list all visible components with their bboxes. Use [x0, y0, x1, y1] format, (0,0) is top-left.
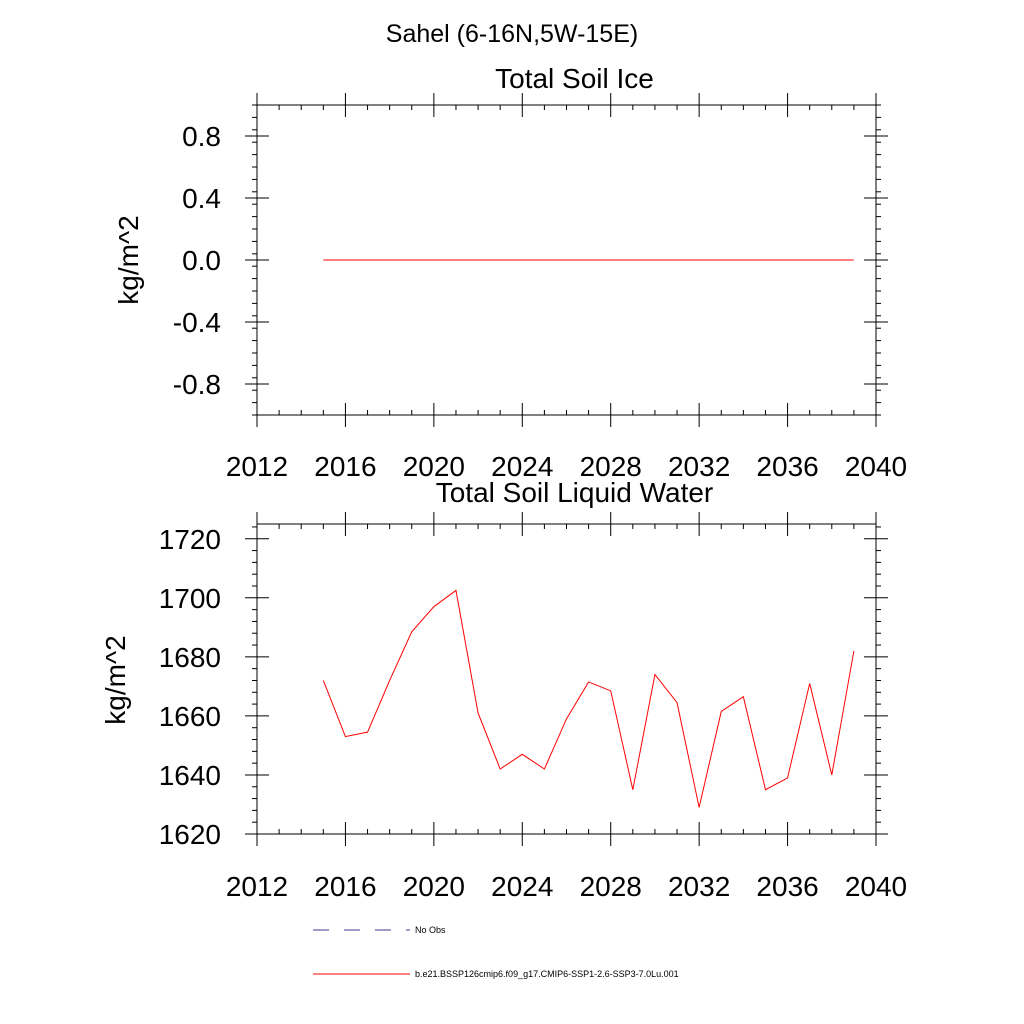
legend-label-no-obs: No Obs [415, 925, 446, 935]
total-soil-ice-y-axis-label: kg/m^2 [113, 215, 144, 304]
total-soil-liquid-water-x-tick-label-2016: 2016 [314, 871, 376, 902]
total-soil-liquid-water-y-tick-label-3: 1680 [159, 642, 221, 673]
total-soil-ice-x-tick-label-2040: 2040 [845, 451, 907, 482]
total-soil-ice-x-tick-label-2016: 2016 [314, 451, 376, 482]
total-soil-liquid-water-x-tick-label-2028: 2028 [580, 871, 642, 902]
total-soil-ice-x-tick-label-2012: 2012 [226, 451, 288, 482]
legend-label-model-run: b.e21.BSSP126cmip6.f09_g17.CMIP6-SSP1-2.… [415, 969, 679, 979]
total-soil-liquid-water-y-tick-label-1: 1640 [159, 760, 221, 791]
total-soil-liquid-water-x-tick-label-2036: 2036 [756, 871, 818, 902]
total-soil-liquid-water-panel: Total Soil Liquid Water 2012 2016 2020 2024 2… [100, 477, 907, 902]
total-soil-ice-y-tick-label-3: 0.4 [182, 183, 221, 214]
total-soil-ice-x-tick-label-2032: 2032 [668, 451, 730, 482]
total-soil-liquid-water-x-tick-label-2032: 2032 [668, 871, 730, 902]
total-soil-liquid-water-x-tick-label-2012: 2012 [226, 871, 288, 902]
total-soil-ice-x-tick-label-2024: 2024 [491, 451, 553, 482]
total-soil-liquid-water-plot-frame [256, 523, 877, 835]
total-soil-ice-title: Total Soil Ice [495, 63, 654, 94]
total-soil-liquid-water-x-tick-label-2020: 2020 [403, 871, 465, 902]
figure-title: Sahel (6-16N,5W-15E) [386, 20, 638, 48]
total-soil-ice-x-tick-label-2036: 2036 [756, 451, 818, 482]
total-soil-ice-y-tick-label-1: -0.4 [173, 307, 221, 338]
total-soil-ice-x-tick-label-2020: 2020 [403, 451, 465, 482]
total-soil-liquid-water-x-tick-label-2024: 2024 [491, 871, 553, 902]
legend: No Obs b.e21.BSSP126cmip6.f09_g17.CMIP6-… [313, 925, 679, 979]
total-soil-liquid-water-title: Total Soil Liquid Water [436, 477, 714, 508]
total-soil-ice-panel: Total Soil Ice 2012 2016 2020 2024 2028 2032 20… [113, 63, 907, 482]
total-soil-liquid-water-y-tick-label-4: 1700 [159, 583, 221, 614]
total-soil-liquid-water-series-line-0 [322, 589, 855, 808]
total-soil-liquid-water-y-tick-label-0: 1620 [159, 819, 221, 850]
total-soil-ice-x-tick-label-2028: 2028 [580, 451, 642, 482]
total-soil-ice-y-tick-label-0: -0.8 [173, 369, 221, 400]
total-soil-ice-y-tick-label-2: 0.0 [182, 245, 221, 276]
total-soil-ice-y-tick-label-4: 0.8 [182, 121, 221, 152]
total-soil-liquid-water-y-tick-label-2: 1660 [159, 701, 221, 732]
total-soil-liquid-water-y-axis-label: kg/m^2 [100, 635, 131, 724]
total-soil-liquid-water-x-tick-label-2040: 2040 [845, 871, 907, 902]
total-soil-liquid-water-y-tick-label-5: 1720 [159, 524, 221, 555]
